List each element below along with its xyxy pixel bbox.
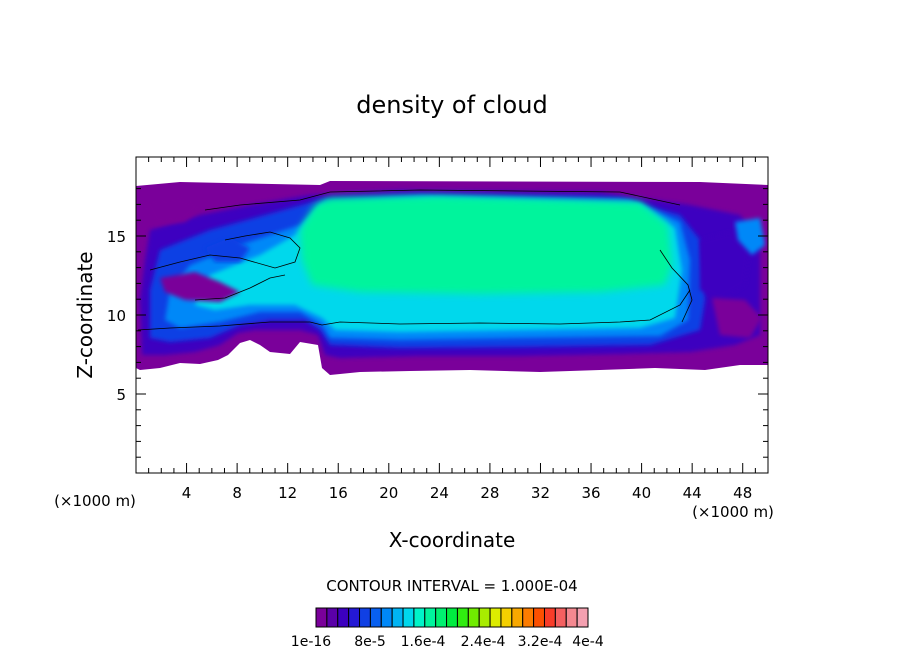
colorbar-swatch <box>565 607 578 628</box>
y-axis: 5 10 15 <box>107 188 768 458</box>
y-tick-label: 5 <box>116 386 126 404</box>
colorbar-tick-label: 8e-5 <box>354 634 385 650</box>
colorbar-swatch <box>478 607 491 628</box>
colorbar-swatch <box>337 607 350 628</box>
contour-line-4 <box>194 274 286 301</box>
colorbar-swatch <box>467 607 480 628</box>
colorbar-swatch <box>359 607 371 628</box>
y-tick-label: 15 <box>107 228 126 246</box>
contour-line-2 <box>204 189 681 211</box>
colorbar-swatch <box>424 607 437 628</box>
chart-title: density of cloud <box>356 91 547 119</box>
x-tick-label: 20 <box>379 484 398 502</box>
colorbar-swatch <box>543 607 556 628</box>
colorbar-swatch <box>315 607 328 628</box>
x-tick-label: 32 <box>531 484 550 502</box>
colorbar-swatch <box>500 607 513 628</box>
colorbar-tick-label: 3.2e-4 <box>518 634 563 650</box>
x-axis: 4 8 12 16 20 24 28 32 36 40 44 48 <box>148 157 756 502</box>
field-swirl-3 <box>142 196 205 225</box>
colorbar <box>315 607 589 628</box>
x-tick-label: 44 <box>683 484 702 502</box>
x-tick-label: 28 <box>480 484 499 502</box>
colorbar-tick-label: 2.4e-4 <box>461 634 506 650</box>
colorbar-swatch <box>522 607 535 628</box>
colorbar-swatch <box>456 607 469 628</box>
x-tick-label: 40 <box>632 484 651 502</box>
x-tick-label: 24 <box>430 484 449 502</box>
colorbar-swatch <box>554 607 567 628</box>
x-unit-left: (×1000 m) <box>54 492 136 510</box>
colorbar-swatch <box>413 607 426 628</box>
colorbar-swatch <box>326 607 339 628</box>
colorbar-swatch <box>511 607 524 628</box>
contour-interval-label: CONTOUR INTERVAL = 1.000E-04 <box>326 577 577 595</box>
field-swirl-1 <box>160 272 240 302</box>
x-tick-label: 16 <box>329 484 348 502</box>
contour-line-5 <box>659 249 693 323</box>
heatmap-field <box>136 181 768 375</box>
field-swirl-4 <box>700 232 750 300</box>
contour-line-1 <box>137 289 691 331</box>
colorbar-tick-label: 1.6e-4 <box>401 634 446 650</box>
colorbar-swatch <box>348 607 361 628</box>
y-axis-label: Z-coordinate <box>73 251 97 378</box>
y-tick-label: 10 <box>107 307 126 325</box>
colorbar-labels: 1e-16 8e-5 1.6e-4 2.4e-4 3.2e-4 4e-4 <box>291 634 604 650</box>
colorbar-swatch <box>533 607 545 628</box>
field-level-core <box>300 196 672 294</box>
contour-line-3 <box>149 231 301 271</box>
colorbar-tick-label: 4e-4 <box>572 634 604 650</box>
x-tick-label: 12 <box>278 484 297 502</box>
field-swirl-6 <box>735 218 765 255</box>
colorbar-swatch <box>391 607 404 628</box>
x-unit-right: (×1000 m) <box>692 503 774 521</box>
colorbar-swatch <box>380 607 393 628</box>
x-tick-label: 8 <box>232 484 242 502</box>
colorbar-tick-label: 1e-16 <box>291 634 331 650</box>
x-axis-label: X-coordinate <box>389 528 516 552</box>
x-tick-label: 4 <box>182 484 192 502</box>
colorbar-swatch <box>489 607 502 628</box>
colorbar-swatch <box>576 607 589 628</box>
colorbar-swatch <box>446 607 458 628</box>
colorbar-swatch <box>435 607 448 628</box>
x-tick-label: 48 <box>733 484 752 502</box>
x-tick-label: 36 <box>581 484 600 502</box>
colorbar-swatch <box>402 607 415 628</box>
colorbar-swatch <box>369 607 382 628</box>
field-swirl-5 <box>712 298 762 338</box>
